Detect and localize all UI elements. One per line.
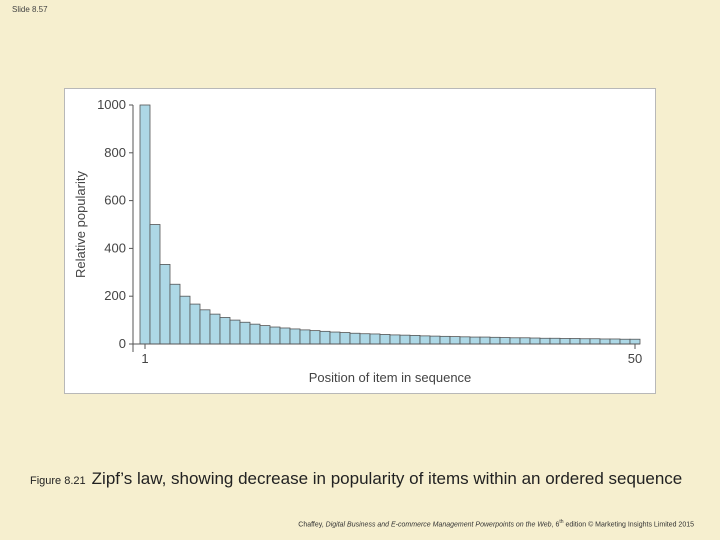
y-tick-label-800: 800 <box>104 145 126 160</box>
y-axis-title: Relative popularity <box>73 171 88 278</box>
bar-29 <box>419 335 431 345</box>
footer-edition: , 6 <box>551 521 560 529</box>
x-tick-label-50: 50 <box>628 351 642 366</box>
x-tick-label-1: 1 <box>141 351 148 366</box>
bar-19 <box>319 330 331 345</box>
labels-group: 0 200 400 600 800 1000 1 50 Position of item in … <box>73 97 642 385</box>
bar-8 <box>209 313 221 345</box>
footer-edition-sup: th <box>559 519 564 525</box>
axes-group <box>129 104 640 352</box>
bar-6 <box>189 303 201 345</box>
bar-48 <box>609 338 621 345</box>
bar-10 <box>229 319 241 345</box>
bar-43 <box>559 338 571 345</box>
bar-7 <box>199 309 211 345</box>
bar-1 <box>139 104 151 345</box>
bar-27 <box>399 334 411 345</box>
bar-41 <box>539 337 551 345</box>
figure-caption: Figure 8.21 Zipf’s law, showing decrease … <box>30 468 690 492</box>
bar-23 <box>359 333 371 345</box>
bar-33 <box>459 336 471 345</box>
y-tick-label-400: 400 <box>104 240 126 255</box>
bar-4 <box>169 283 181 345</box>
bar-17 <box>299 329 311 345</box>
y-tick-label-0: 0 <box>119 336 126 351</box>
bar-14 <box>269 326 281 345</box>
bar-32 <box>449 336 461 345</box>
bar-21 <box>339 332 351 345</box>
bar-31 <box>439 335 451 345</box>
bar-26 <box>389 334 401 345</box>
bar-49 <box>619 338 631 345</box>
bar-11 <box>239 321 251 345</box>
bar-18 <box>309 330 321 345</box>
y-tick-label-1000: 1000 <box>97 97 126 112</box>
bar-38 <box>509 337 521 345</box>
bar-50 <box>629 338 641 345</box>
bar-3 <box>159 264 171 345</box>
bar-28 <box>409 334 421 345</box>
x-axis-title: Position of item in sequence <box>309 370 472 385</box>
bar-13 <box>259 325 271 345</box>
footer-book-title: Digital Business and E-commerce Manageme… <box>325 521 552 529</box>
bar-16 <box>289 328 301 345</box>
bar-36 <box>489 336 501 345</box>
footer-authors: Chaffey, <box>298 521 326 529</box>
bar-2 <box>149 224 161 345</box>
bars-group <box>139 104 641 345</box>
bar-34 <box>469 336 481 345</box>
bar-35 <box>479 336 491 345</box>
y-tick-label-200: 200 <box>104 288 126 303</box>
bar-24 <box>369 333 381 345</box>
bar-30 <box>429 335 441 345</box>
bar-12 <box>249 323 261 345</box>
chart-frame: 0 200 400 600 800 1000 1 50 Position of item in … <box>64 88 656 394</box>
bar-42 <box>549 337 561 345</box>
bar-40 <box>529 337 541 345</box>
bar-5 <box>179 295 191 345</box>
bar-47 <box>599 338 611 345</box>
footer-credit: Chaffey, Digital Business and E-commerce… <box>298 519 694 528</box>
slide-number: Slide 8.57 <box>12 5 48 14</box>
y-tick-label-600: 600 <box>104 193 126 208</box>
bar-37 <box>499 337 511 345</box>
bar-9 <box>219 317 231 345</box>
caption-text: Zipf’s law, showing decrease in populari… <box>91 469 683 488</box>
bar-39 <box>519 337 531 345</box>
bar-15 <box>279 327 291 345</box>
bar-46 <box>589 338 601 345</box>
figure-label: Figure 8.21 <box>30 475 86 487</box>
zipf-bar-chart: 0 200 400 600 800 1000 1 50 Position of item in … <box>73 97 642 385</box>
bar-44 <box>569 338 581 345</box>
bar-22 <box>349 332 361 345</box>
footer-rest: edition © Marketing Insights Limited 201… <box>563 521 694 529</box>
bar-45 <box>579 338 591 345</box>
bar-25 <box>379 334 391 345</box>
bar-20 <box>329 331 341 345</box>
